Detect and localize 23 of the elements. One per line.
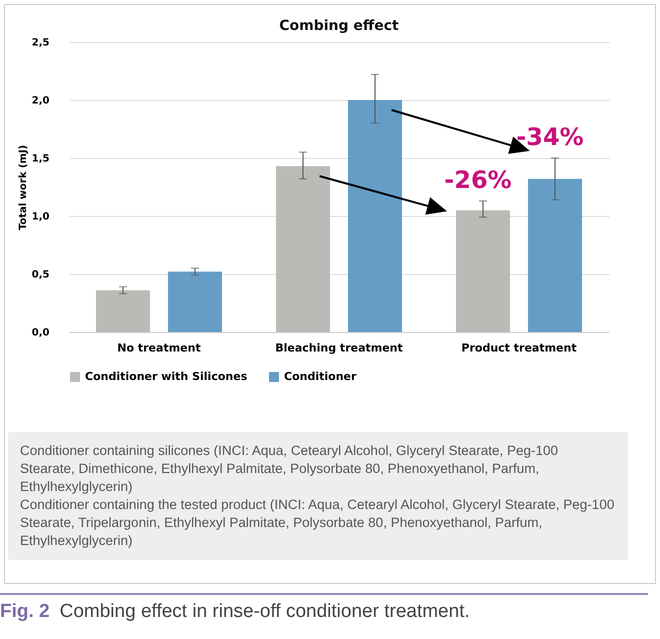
x-tick-label: Product treatment: [461, 342, 577, 354]
bar: [348, 100, 402, 332]
y-tick-label: 0,5: [32, 270, 50, 280]
bar: [276, 166, 330, 332]
legend-label: Conditioner: [284, 370, 357, 383]
caption: Fig. 2 Combing effect in rinse-off conditioner treatment.: [0, 593, 648, 623]
annotation: -34%: [516, 123, 584, 151]
y-tick-label: 2,5: [32, 38, 50, 48]
bar: [96, 290, 150, 332]
y-axis-title: Total work (mJ): [18, 144, 29, 230]
annotation: -26%: [444, 166, 512, 194]
y-tick-label: 2,0: [32, 96, 50, 106]
legend-label: Conditioner with Silicones: [85, 370, 248, 383]
y-tick-label: 1,5: [32, 154, 50, 164]
y-tick-label: 1,0: [32, 212, 50, 222]
text: Conditioner containing silicones (INCI: Aqua, Cetearyl Alcohol, Glyceryl Stearate, Peg-100 Stearate, Dimethicone, Ethylhexyl Palmitate, Polysorbate 80, Phenoxyethanol, Parfum, Ethylhexylglycerin) Conditioner containing the tested product (INCI: Aqua, Cetearyl Alcohol, Glyceryl Stearate, Peg-100 Stearate, Tripelargonin, Ethylhexyl Palmitate, Polysorbate 80, Phenoxyethanol, Parfum, Ethylhexylglycerin): [8, 432, 628, 560]
bar: [456, 210, 510, 332]
chart-title: Combing effect: [279, 18, 400, 34]
x-tick-label: No treatment: [117, 342, 201, 354]
bar: [168, 272, 222, 332]
x-tick-label: Bleaching treatment: [275, 342, 403, 354]
bar: [528, 178, 582, 332]
y-tick-label: 0,0: [32, 328, 50, 338]
